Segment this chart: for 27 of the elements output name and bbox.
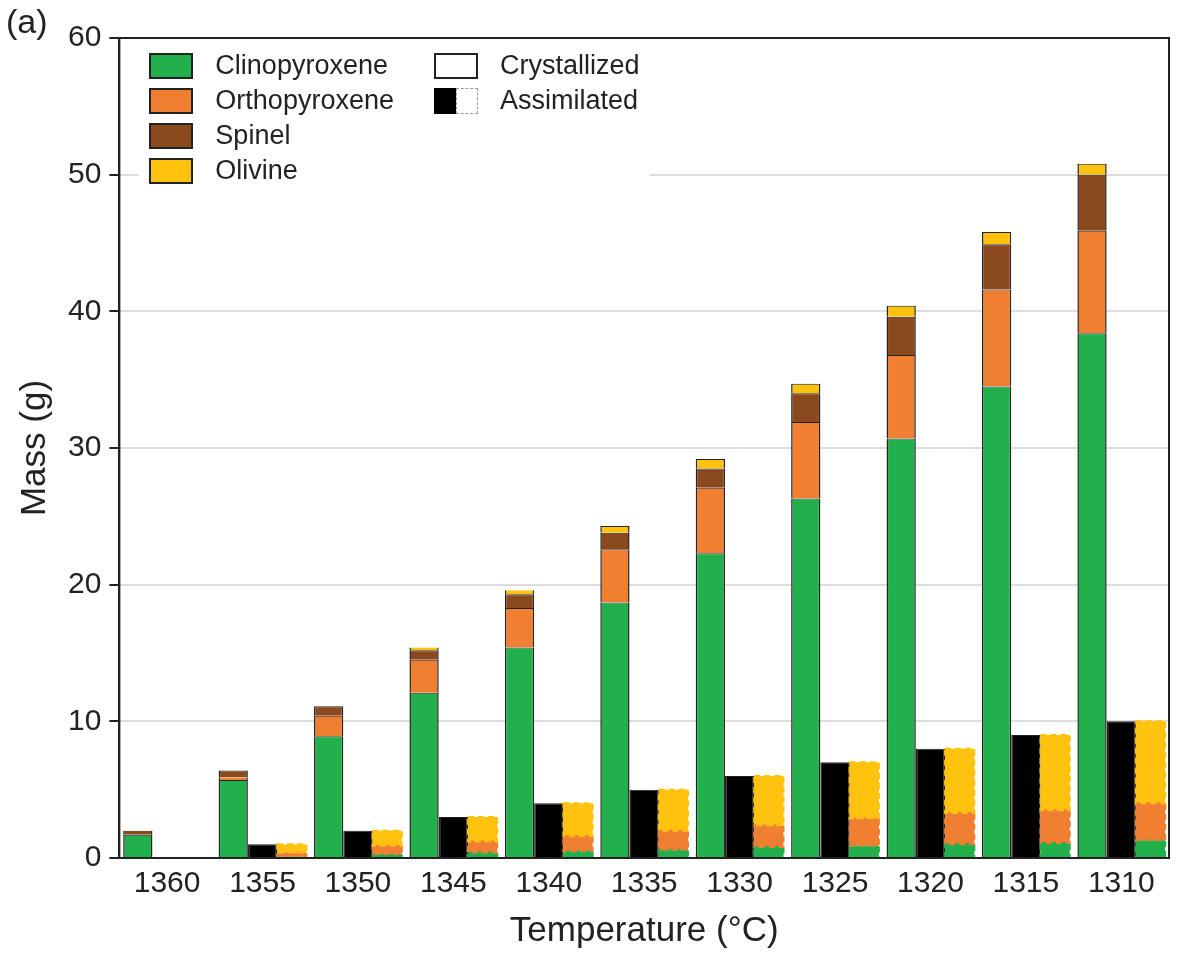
y-tick-label: 40 — [67, 292, 102, 326]
legend-label: Spinel — [215, 120, 291, 151]
x-tick-label: 1335 — [610, 865, 678, 899]
x-tick-label: 1315 — [992, 865, 1060, 899]
y-tick-label: 50 — [67, 155, 102, 189]
x-tick-label: 1340 — [515, 865, 583, 899]
legend-label: Olivine — [215, 155, 298, 186]
x-tick-label: 1325 — [801, 865, 869, 899]
x-tick-label: 1310 — [1087, 865, 1155, 899]
annotation: Crystallized — [499, 50, 640, 81]
text: (a) — [6, 2, 48, 41]
legend-label: Assimilated — [499, 85, 639, 116]
x-axis-title: Temperature (°C) — [509, 908, 779, 948]
legend-label: Clinopyroxene — [215, 50, 388, 81]
y-tick-label: 0 — [84, 839, 102, 873]
x-tick-label: 1330 — [706, 865, 773, 899]
y-axis-title: Mass (g) — [12, 379, 52, 517]
y-tick-label: 20 — [67, 565, 102, 599]
legend-label: Orthopyroxene — [215, 85, 394, 116]
x-tick-label: 1355 — [229, 865, 296, 899]
x-tick-label: 1320 — [897, 865, 964, 899]
x-tick-label: 1350 — [324, 865, 392, 899]
x-tick-label: 1360 — [133, 865, 201, 899]
y-tick-label: 60 — [67, 19, 102, 53]
x-tick-label: 1345 — [419, 865, 487, 899]
y-tick-label: 30 — [67, 429, 102, 463]
y-tick-label: 10 — [67, 702, 102, 736]
